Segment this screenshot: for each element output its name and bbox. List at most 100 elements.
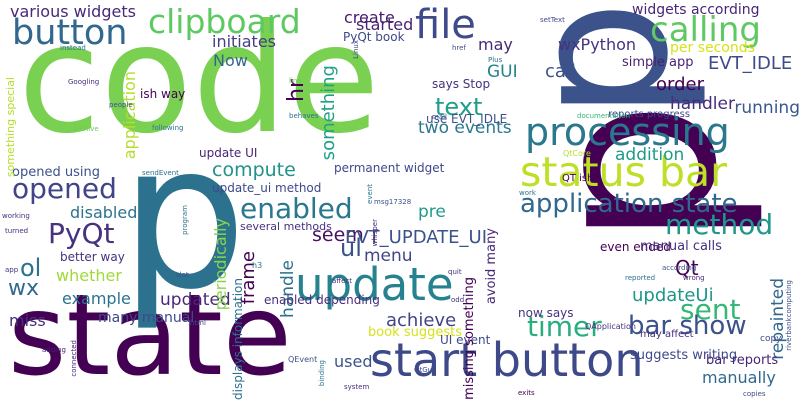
word-compute-46: compute (212, 159, 296, 181)
word-create-27: create (344, 8, 395, 27)
word-initiates-26: initiates (212, 32, 277, 51)
word-ol-22: ol (20, 254, 42, 282)
word-program-102: program (181, 205, 189, 235)
word-update-8: update (295, 258, 454, 311)
word-example-62: example (62, 289, 131, 308)
word-h3-119: h3 (252, 261, 263, 270)
word-copy-91: copy (760, 334, 782, 344)
word-riverbankcomputing-115: riverbankcomputing (785, 280, 793, 351)
word-avoid-many-79: avoid many (484, 228, 499, 305)
word-something-44: something (318, 65, 339, 161)
word-may-affect-90: may affect (640, 329, 694, 340)
word-call-35: call (545, 61, 576, 82)
word-text-24: text (435, 93, 483, 121)
word-ul-21: ul (340, 234, 362, 262)
word-sendevent-99: sendEvent (142, 169, 179, 177)
word-enabled-15: enabled (240, 192, 353, 225)
word-whisper-133: whisper (371, 219, 379, 247)
word-app-103: app (5, 266, 19, 274)
word-evt-update-ui-56: EVT_UPDATE_UI (345, 227, 488, 248)
word-following-98: following (152, 124, 184, 132)
word-reports-progress-88: reports progress (608, 109, 691, 120)
word-seem-53: seem (312, 224, 364, 246)
word-msg17328-123: msg17328 (374, 198, 412, 206)
word-gui-40: GUI (487, 62, 518, 82)
word-application-47: application (120, 71, 139, 160)
word-work-132: work (519, 189, 536, 197)
word-now-says-72: now says (518, 306, 574, 320)
word-affect-122: affect (332, 277, 353, 285)
word-quit-120: quit (448, 268, 462, 276)
word-people-96: people (109, 101, 133, 109)
word-better-way-61: better way (60, 250, 125, 264)
word-order-37: order (656, 74, 704, 95)
word-pre-54: pre (418, 202, 446, 222)
word-used-77: used (334, 352, 373, 371)
word-pyqt-book-29: PyQt book (343, 30, 405, 44)
word-manual-calls-58: manual calls (640, 239, 722, 254)
word-plus-127: Plus (488, 56, 503, 64)
word-manually-74: manually (702, 368, 776, 387)
word-suggests-writing-73: suggests writing (630, 348, 738, 363)
word-event-121: event (366, 184, 374, 204)
word-now-43: Now (213, 51, 248, 70)
word-wrong-117: wrong (683, 274, 705, 282)
word-started-28: started (356, 15, 414, 34)
word-two-events-41: two events (418, 118, 512, 138)
word-button-10: button (12, 13, 128, 53)
word-linux-125: Linux (352, 40, 360, 59)
word-handler-38: handler (670, 94, 735, 114)
word-start-button-5: start button (370, 333, 644, 387)
word-handle-66: handle (278, 260, 298, 318)
word-qtcore-93: QtCore (563, 149, 591, 158)
word-says-stop-85: says Stop (432, 77, 491, 91)
word-miss-69: miss (9, 311, 46, 330)
word-something-special-84: something special (4, 77, 17, 178)
word-clipboard-11: clipboard (148, 2, 301, 41)
word-googling-94: Googling (68, 78, 100, 86)
word-opened-13: opened (12, 172, 117, 205)
word-wx-23: wx (8, 276, 40, 301)
word-several-methods-82: several methods (240, 220, 332, 233)
word-adding-106: adding (42, 346, 67, 354)
word-addition-42: addition (615, 145, 685, 165)
word-bar-reports-80: bar reports (706, 353, 779, 368)
word-missing-something-78: missing something (462, 277, 477, 400)
word-update-ui-method-50: update_ui method (212, 181, 322, 195)
word-permanent-widget-51: permanent widget (334, 161, 445, 175)
word-qapplication-112: QApplication (585, 322, 636, 331)
word-wxpython-31: wxPython (558, 35, 637, 54)
word-application-state-14: application state (520, 189, 738, 219)
word-per-seconds-33: per seconds (670, 40, 755, 56)
word-html-107: html (190, 319, 206, 327)
word-updateui-67: updateUi (632, 285, 714, 306)
word-ish-way-87: ish way (140, 87, 186, 101)
word-file-9: file (415, 2, 476, 48)
word-odd-124: odd (451, 296, 465, 304)
word-disabled-52: disabled (70, 203, 138, 222)
word-whether-60: whether (56, 266, 122, 285)
word-displays-information-83: displays information (231, 278, 245, 400)
word-timer-18: timer (527, 310, 602, 343)
word-code-0: code (18, 0, 380, 167)
word-documentation-89: documentation (577, 112, 631, 120)
word-qt-59: Qt (675, 256, 699, 280)
word-periodically-65: periodically (211, 218, 230, 311)
word-according-118: according (662, 264, 697, 272)
word-bar-show-20: bar show (628, 311, 747, 341)
word-menu-57: menu (364, 246, 413, 266)
word-turned-101: turned (5, 227, 29, 235)
word-use-evt-idle-86: use EVT_IDLE (426, 112, 508, 126)
word-widgets-according-32: widgets according (632, 2, 760, 18)
word-copies-114: copies (743, 390, 766, 398)
word-state-1: state (8, 271, 292, 400)
word-instead-95: instead (60, 44, 86, 52)
word-line-131: line (289, 77, 302, 85)
word-enabled-depending-81: enabled depending (264, 293, 380, 307)
word-running-39: running (734, 98, 800, 118)
word-opened-using-48: opened using (12, 165, 100, 180)
word-exits-113: exits (518, 389, 535, 397)
word-p-2: p (120, 101, 247, 334)
word-method-16: method (665, 208, 774, 241)
